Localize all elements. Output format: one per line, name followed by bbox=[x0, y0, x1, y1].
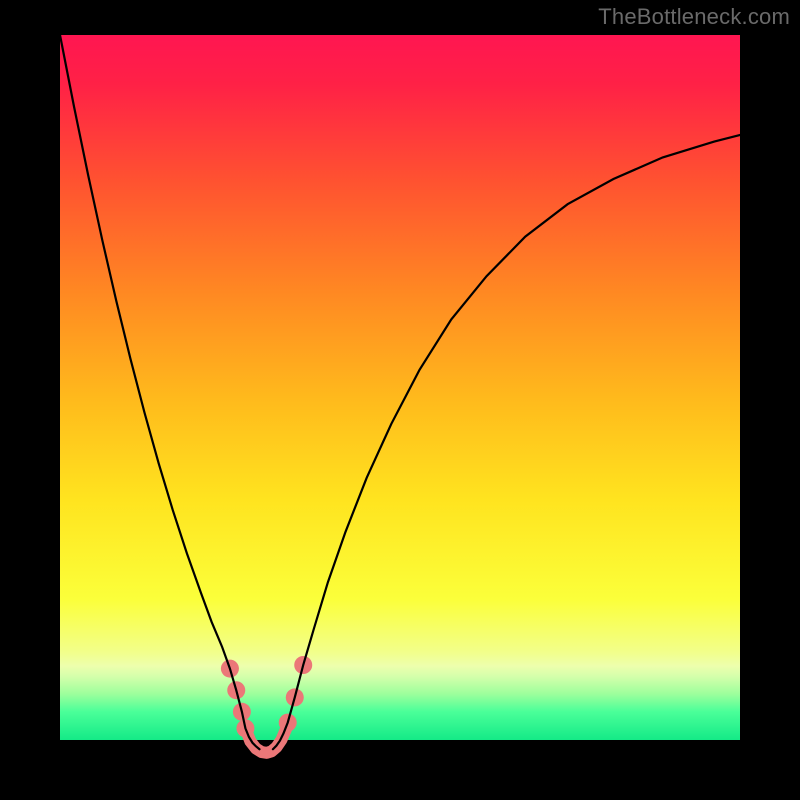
watermark-text: TheBottleneck.com bbox=[598, 4, 790, 30]
bottleneck-chart bbox=[0, 0, 800, 800]
